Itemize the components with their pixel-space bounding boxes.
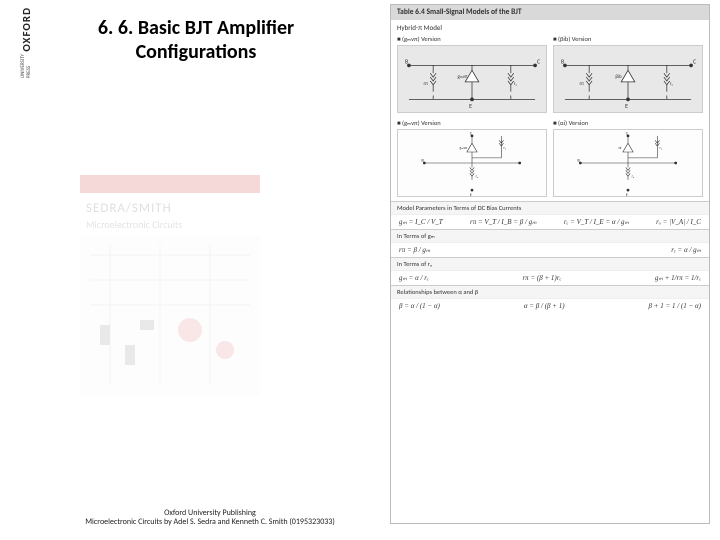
- svg-text:rπ: rπ: [423, 81, 428, 87]
- table-title: Table 6.4 Small-Signal Models of the BJT: [391, 5, 709, 20]
- svg-text:B: B: [561, 57, 564, 65]
- circuit-caption: (βib) Version: [553, 35, 703, 43]
- circuit-cell: (gₘvπ) Version C: [397, 119, 547, 197]
- param-header: Relationships between α and β: [391, 285, 709, 298]
- circuit-cell: (αi) Version C: [553, 119, 703, 197]
- circuit-gmvpi-t: C B E rₑ gₘvπ rₒ: [397, 129, 547, 197]
- publisher-logo: OXFORD UNIVERSITY PRESS: [8, 8, 44, 78]
- circuit-caption: (αi) Version: [553, 119, 703, 127]
- book-cover-accent: [80, 175, 260, 193]
- svg-text:αi: αi: [618, 146, 621, 150]
- footer-line-2: Microelectronic Circuits by Adel S. Sedr…: [40, 518, 380, 528]
- circuit-cell: (βib) Version: [553, 35, 703, 113]
- circuit-alphai-t: C B E rₑ αi rₒ: [553, 129, 703, 197]
- param-header: In Terms of rₑ: [391, 257, 709, 270]
- svg-text:rπ: rπ: [579, 81, 584, 87]
- svg-text:C: C: [537, 57, 540, 65]
- param-row: β = α / (1 − α) α = β / (β + 1) β + 1 = …: [391, 298, 709, 313]
- slide-footer: Oxford University Publishing Microelectr…: [40, 509, 380, 528]
- circuit-row-1: (gₘvπ) Version: [391, 33, 709, 117]
- svg-text:E: E: [470, 193, 472, 196]
- book-cover-art: [80, 235, 260, 395]
- svg-text:rₒ: rₒ: [514, 81, 518, 87]
- svg-text:βib: βib: [615, 74, 622, 80]
- param-header: In Terms of gₘ: [391, 229, 709, 242]
- slide-title: 6. 6. Basic BJT Amplifier Configurations: [56, 16, 336, 64]
- book-cover: SEDRA/SMITH Microelectronic Circuits: [80, 175, 260, 405]
- svg-text:rₒ: rₒ: [670, 81, 674, 87]
- svg-text:gₘvπ: gₘvπ: [460, 146, 468, 150]
- circuit-cell: (gₘvπ) Version: [397, 35, 547, 113]
- book-name: Microelectronic Circuits: [86, 218, 254, 231]
- book-authors: SEDRA/SMITH: [86, 201, 254, 216]
- svg-text:E: E: [469, 102, 472, 110]
- param-header: Model Parameters in Terms of DC Bias Cur…: [391, 201, 709, 214]
- circuit-caption: (gₘvπ) Version: [397, 35, 547, 43]
- circuit-gmvpi-pi: B C E rπ gₘvπ rₒ: [397, 45, 547, 113]
- book-title-block: SEDRA/SMITH Microelectronic Circuits: [80, 193, 260, 235]
- svg-text:E: E: [626, 193, 628, 196]
- logo-sub-text: UNIVERSITY PRESS: [20, 54, 32, 78]
- svg-text:rₑ: rₑ: [476, 175, 479, 179]
- logo-main-text: OXFORD: [20, 7, 33, 52]
- svg-text:gₘvπ: gₘvπ: [457, 74, 467, 80]
- circuit-betaib-pi: B C E rπ βib rₒ: [553, 45, 703, 113]
- section-hybrid-pi: Hybrid-π Model: [391, 20, 709, 33]
- svg-text:rₒ: rₒ: [504, 146, 507, 150]
- param-row: gₘ = α / rₑ rπ = (β + 1)rₑ gₘ + 1/rπ = 1…: [391, 270, 709, 285]
- svg-text:rₒ: rₒ: [660, 146, 663, 150]
- circuit-caption: (gₘvπ) Version: [397, 119, 547, 127]
- param-row: rπ = β / gₘ rₑ = α / gₘ: [391, 242, 709, 257]
- svg-text:rₑ: rₑ: [632, 175, 635, 179]
- param-row: gₘ = I_C / V_T rπ = V_T / I_B = β / gₘ r…: [391, 214, 709, 229]
- svg-text:C: C: [693, 57, 696, 65]
- svg-text:B: B: [405, 57, 408, 65]
- svg-text:E: E: [625, 102, 628, 110]
- circuit-row-2: (gₘvπ) Version C: [391, 117, 709, 201]
- models-table: Table 6.4 Small-Signal Models of the BJT…: [390, 4, 710, 524]
